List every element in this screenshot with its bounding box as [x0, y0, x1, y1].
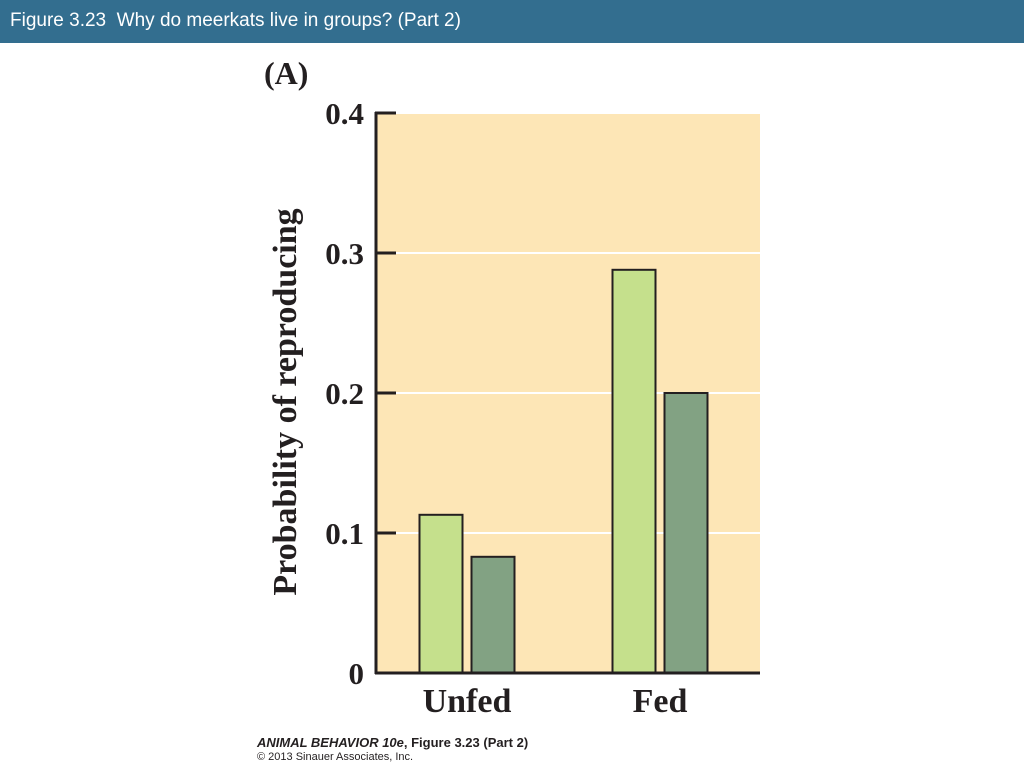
y-axis-label: Probability of reproducing: [267, 208, 304, 595]
y-tick-label: 0.2: [325, 376, 364, 411]
figure-credit: ANIMAL BEHAVIOR 10e, Figure 3.23 (Part 2…: [257, 735, 528, 763]
credit-figure: , Figure 3.23 (Part 2): [403, 735, 529, 750]
slide-title: Figure 3.23 Why do meerkats live in grou…: [10, 10, 461, 31]
y-tick-label: 0: [349, 656, 365, 691]
axes: 0 0.1 0.2 0.3 0.4 Unfed Fed: [325, 96, 760, 720]
y-tick-label: 0.1: [325, 516, 364, 551]
bar: [663, 392, 709, 674]
bars: [418, 268, 709, 674]
panel-label: (A): [264, 55, 308, 91]
credit-citation: ANIMAL BEHAVIOR 10e, Figure 3.23 (Part 2…: [257, 735, 528, 750]
bar: [418, 513, 464, 674]
y-tick-label: 0.3: [325, 236, 364, 271]
x-tick-label: Unfed: [423, 683, 512, 720]
slide-title-bar: Figure 3.23 Why do meerkats live in grou…: [0, 0, 1024, 43]
x-tick-label: Fed: [633, 683, 688, 720]
bar: [470, 555, 516, 674]
bar: [611, 268, 657, 674]
credit-book: ANIMAL BEHAVIOR 10e: [257, 735, 404, 750]
y-tick-label: 0.4: [325, 96, 364, 131]
credit-copyright: © 2013 Sinauer Associates, Inc.: [257, 751, 414, 763]
